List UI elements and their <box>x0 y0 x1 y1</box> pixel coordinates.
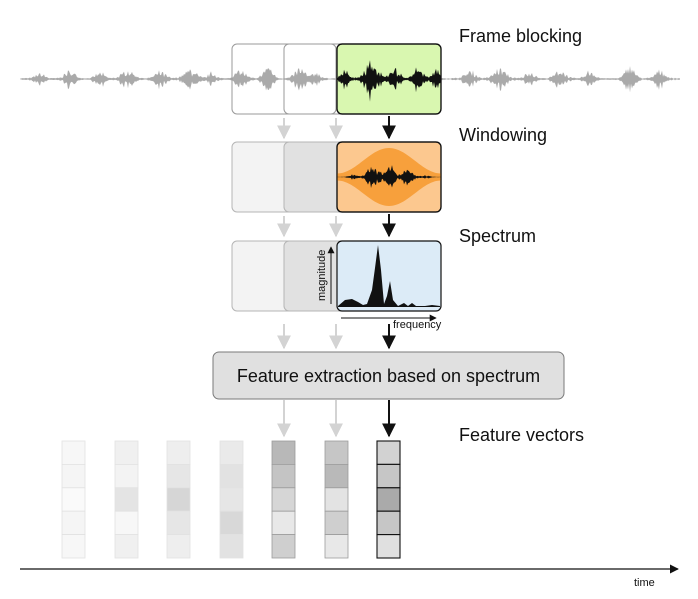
feature-cell <box>324 440 349 465</box>
windowed-signal-waveform <box>337 165 441 188</box>
frame-blocking-label: Frame blocking <box>459 26 582 46</box>
feature-cell <box>219 534 244 559</box>
feature-extraction-step: Feature extraction based on spectrum <box>212 351 565 400</box>
feature-cell <box>114 463 139 489</box>
feature-cell <box>166 534 191 559</box>
feature-vectors <box>61 440 401 559</box>
frame-blocking-row: Frame blocking <box>20 26 680 115</box>
feature-cell <box>114 487 139 512</box>
feature-extraction-label: Feature extraction based on spectrum <box>237 366 540 386</box>
feature-cell <box>114 440 139 465</box>
feature-cell <box>376 487 401 512</box>
magnitude-label: magnitude <box>316 250 328 301</box>
feature-vector-4 <box>219 440 244 559</box>
feature-cell <box>166 487 191 512</box>
feature-cell <box>324 463 349 489</box>
windowing-label: Windowing <box>459 125 547 145</box>
feature-cell <box>376 534 401 559</box>
feature-cell <box>166 440 191 465</box>
feature-cell <box>219 463 244 489</box>
feature-cell <box>166 463 191 489</box>
feature-cell <box>219 487 244 512</box>
feature-cell <box>324 534 349 559</box>
feature-cell <box>271 463 296 489</box>
windowing-row: Windowing <box>231 125 547 213</box>
feature-cell <box>61 534 86 559</box>
feature-vectors-label: Feature vectors <box>459 425 584 445</box>
feature-cell <box>271 487 296 512</box>
feature-vector-2 <box>114 440 139 559</box>
feature-cell <box>61 440 86 465</box>
time-axis: time <box>20 564 679 589</box>
feature-cell <box>376 510 401 536</box>
spectrum-curve <box>338 245 440 307</box>
feature-cell <box>271 510 296 536</box>
feature-vector-7 <box>376 440 401 559</box>
feature-cell <box>271 440 296 465</box>
feature-cell <box>324 510 349 536</box>
feature-cell <box>114 534 139 559</box>
frame-box-1 <box>231 43 337 115</box>
feature-cell <box>376 463 401 489</box>
spectrum-label: Spectrum <box>459 226 536 246</box>
feature-cell <box>114 510 139 536</box>
feature-cell <box>219 440 244 465</box>
spectrum-row: magnitude frequency Spectrum <box>231 226 536 331</box>
feature-vector-3 <box>166 440 191 559</box>
feature-vector-1 <box>61 440 86 559</box>
feature-cell <box>271 534 296 559</box>
feature-cell <box>166 510 191 536</box>
current-spectrum-box <box>336 240 442 312</box>
feature-cell <box>61 510 86 536</box>
frequency-label: frequency <box>393 319 442 331</box>
feature-cell <box>376 440 401 465</box>
time-label: time <box>634 577 655 589</box>
feature-extraction-box <box>212 351 565 400</box>
feature-cell <box>61 487 86 512</box>
feature-cell <box>219 510 244 536</box>
feature-cell <box>61 463 86 489</box>
feature-vector-5 <box>271 440 296 559</box>
feature-vector-6 <box>324 440 349 559</box>
feature-cell <box>324 487 349 512</box>
framed-signal-waveform <box>337 60 441 102</box>
